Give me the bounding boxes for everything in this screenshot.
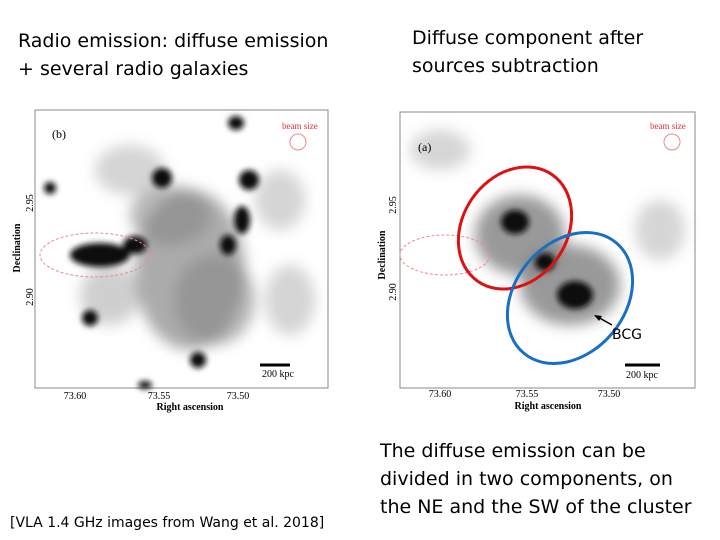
beam-label: beam size — [282, 121, 318, 131]
caption-line: Diffuse component after — [412, 27, 643, 49]
caption-line: + several radio galaxies — [18, 58, 248, 80]
left-image — [34, 109, 329, 389]
scale-label: 200 kpc — [626, 370, 659, 381]
conclusion-line: divided in two components, on — [380, 468, 673, 490]
x-axis-label: Right ascension — [515, 401, 582, 412]
right-image — [399, 111, 696, 389]
conclusion-line: The diffuse emission can be — [379, 440, 646, 462]
scale-label: 200 kpc — [262, 369, 295, 380]
x-tick-label: 73.60 — [64, 391, 87, 402]
x-tick-label: 73.50 — [598, 389, 621, 400]
x-tick-label: 73.55 — [148, 391, 171, 402]
beam-label: beam size — [650, 121, 686, 131]
caption-line: Radio emission: diffuse emission — [18, 30, 328, 52]
panel-label: (a) — [418, 140, 431, 154]
y-axis-label: Declination — [12, 223, 23, 272]
conclusion-line: the NE and the SW of the cluster — [380, 496, 692, 518]
caption-line: sources subtraction — [412, 55, 599, 77]
y-tick-label: 2.90 — [25, 288, 36, 306]
bcg-annotation: BCG — [612, 327, 642, 343]
y-tick-label: 2.95 — [25, 194, 36, 212]
x-tick-label: 73.55 — [516, 389, 539, 400]
panel-label: (b) — [52, 127, 66, 141]
y-tick-label: 2.90 — [388, 283, 399, 301]
x-tick-label: 73.50 — [227, 391, 250, 402]
y-axis-label: Declination — [377, 230, 388, 279]
reference: [VLA 1.4 GHz images from Wang et al. 201… — [10, 515, 324, 531]
x-tick-label: 73.60 — [429, 389, 452, 400]
y-tick-label: 2.95 — [388, 196, 399, 214]
x-axis-label: Right ascension — [157, 402, 224, 413]
